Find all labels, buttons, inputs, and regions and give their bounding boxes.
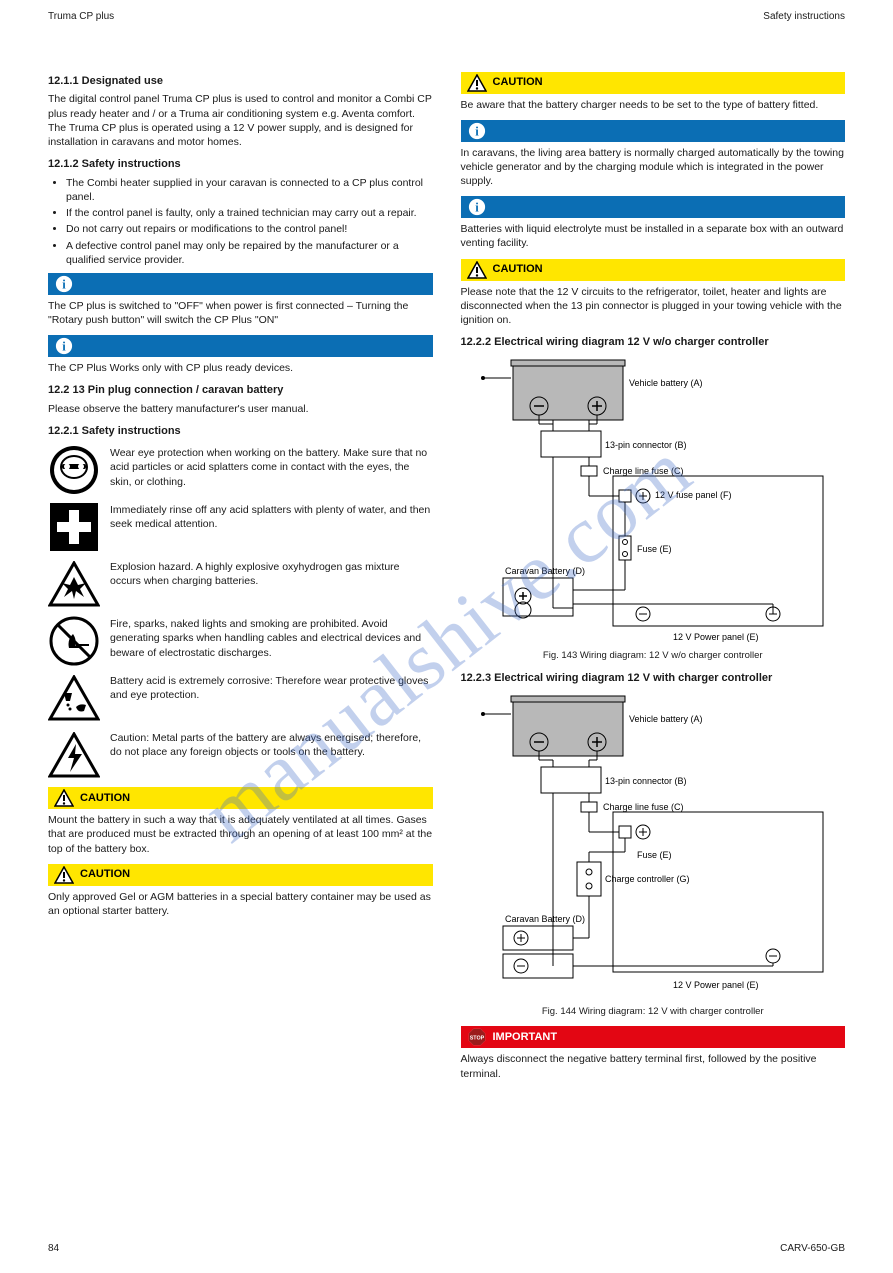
section-title-12-2-3: 12.2.3 Electrical wiring diagram 12 V wi… bbox=[461, 671, 846, 686]
header-right: Safety instructions bbox=[763, 10, 845, 24]
safety-row: Immediately rinse off any acid splatters… bbox=[48, 501, 433, 553]
section-title-12-2: 12.2 13 Pin plug connection / caravan ba… bbox=[48, 383, 433, 398]
safety-row: Fire, sparks, naked lights and smoking a… bbox=[48, 615, 433, 667]
paragraph: Please observe the battery manufacturer'… bbox=[48, 402, 433, 416]
eye-protection-icon bbox=[48, 444, 100, 496]
page-number: 84 bbox=[48, 1242, 59, 1256]
section-title-12-1-2: 12.1.2 Safety instructions bbox=[48, 157, 433, 172]
caution-callout-bar: CAUTION bbox=[461, 259, 846, 281]
svg-text:i: i bbox=[62, 340, 66, 354]
diag-label: 12 V fuse panel (F) bbox=[655, 490, 732, 500]
safety-row: Battery acid is extremely corrosive: The… bbox=[48, 672, 433, 724]
caution-callout-bar: CAUTION bbox=[461, 72, 846, 94]
info-icon: i bbox=[52, 275, 76, 293]
list-item: The Combi heater supplied in your carava… bbox=[66, 176, 433, 204]
doc-code: CARV-650-GB bbox=[780, 1242, 845, 1256]
warning-triangle-icon bbox=[465, 74, 489, 92]
info-icon: i bbox=[465, 198, 489, 216]
no-fire-icon bbox=[48, 615, 100, 667]
info-icon: i bbox=[465, 122, 489, 140]
voltage-icon bbox=[48, 729, 100, 781]
info-callout-bar: i bbox=[461, 120, 846, 142]
list-item: If the control panel is faulty, only a t… bbox=[66, 206, 433, 220]
figure-caption: Fig. 143 Wiring diagram: 12 V w/o charge… bbox=[461, 650, 846, 663]
diag-label: Fuse (E) bbox=[637, 850, 672, 860]
diag-label: Vehicle battery (A) bbox=[629, 714, 703, 724]
important-callout-bar: STOP IMPORTANT bbox=[461, 1026, 846, 1048]
right-column: CAUTION Be aware that the battery charge… bbox=[461, 66, 846, 1089]
caution-body: Mount the battery in such a way that it … bbox=[48, 813, 433, 856]
figure-caption: Fig. 144 Wiring diagram: 12 V with charg… bbox=[461, 1006, 846, 1019]
section-title-12-2-2: 12.2.2 Electrical wiring diagram 12 V w/… bbox=[461, 335, 846, 350]
first-aid-icon bbox=[48, 501, 100, 553]
safety-text: Fire, sparks, naked lights and smoking a… bbox=[110, 615, 433, 660]
info-icon: i bbox=[52, 337, 76, 355]
paragraph: The digital control panel Truma CP plus … bbox=[48, 92, 433, 149]
caution-body: Be aware that the battery charger needs … bbox=[461, 98, 846, 112]
diag-label: 12 V Power panel (E) bbox=[673, 632, 759, 642]
info-callout-body: The CP plus is switched to "OFF" when po… bbox=[48, 299, 433, 327]
safety-text: Wear eye protection when working on the … bbox=[110, 444, 433, 489]
caution-callout-bar: CAUTION bbox=[48, 864, 433, 886]
safety-list: The Combi heater supplied in your carava… bbox=[48, 176, 433, 267]
diag-label: 12 V Power panel (E) bbox=[673, 980, 759, 990]
diag-label: Charge line fuse (C) bbox=[603, 802, 684, 812]
safety-text: Battery acid is extremely corrosive: The… bbox=[110, 672, 433, 702]
info-callout-bar: i bbox=[48, 273, 433, 295]
callout-label: CAUTION bbox=[80, 867, 130, 882]
info-callout-body: The CP Plus Works only with CP plus read… bbox=[48, 361, 433, 375]
callout-label: CAUTION bbox=[493, 262, 543, 277]
safety-row: Explosion hazard. A highly explosive oxy… bbox=[48, 558, 433, 610]
diag-label: Vehicle battery (A) bbox=[629, 378, 703, 388]
list-item: A defective control panel may only be re… bbox=[66, 239, 433, 267]
warning-triangle-icon bbox=[52, 789, 76, 807]
warning-triangle-icon bbox=[465, 261, 489, 279]
safety-text: Immediately rinse off any acid splatters… bbox=[110, 501, 433, 531]
left-column: 12.1.1 Designated use The digital contro… bbox=[48, 66, 433, 1089]
diag-label: Caravan Battery (D) bbox=[505, 566, 585, 576]
diag-label: Caravan Battery (D) bbox=[505, 914, 585, 924]
caution-callout-bar: CAUTION bbox=[48, 787, 433, 809]
stop-icon: STOP bbox=[465, 1028, 489, 1046]
info-callout-bar: i bbox=[461, 196, 846, 218]
section-title-12-1-1: 12.1.1 Designated use bbox=[48, 74, 433, 89]
list-item: Do not carry out repairs or modification… bbox=[66, 222, 433, 236]
corrosive-icon bbox=[48, 672, 100, 724]
safety-row: Caution: Metal parts of the battery are … bbox=[48, 729, 433, 781]
header-left: Truma CP plus bbox=[48, 10, 114, 24]
svg-text:i: i bbox=[475, 124, 479, 138]
wiring-diagram-2: Vehicle battery (A) 13-pin connector (B)… bbox=[473, 692, 833, 1002]
caution-body: Please note that the 12 V circuits to th… bbox=[461, 285, 846, 328]
svg-text:STOP: STOP bbox=[469, 1036, 484, 1042]
diag-label: 13-pin connector (B) bbox=[605, 776, 687, 786]
page-body: 12.1.1 Designated use The digital contro… bbox=[0, 24, 893, 1109]
safety-text: Caution: Metal parts of the battery are … bbox=[110, 729, 433, 759]
page-footer: 84 CARV-650-GB bbox=[0, 1242, 893, 1256]
info-body: Batteries with liquid electrolyte must b… bbox=[461, 222, 846, 250]
warning-triangle-icon bbox=[52, 866, 76, 884]
diag-label: Charge controller (G) bbox=[605, 874, 690, 884]
diag-label: Charge line fuse (C) bbox=[603, 466, 684, 476]
wiring-diagram-1: Vehicle battery (A) 13-pin connector (B)… bbox=[473, 356, 833, 646]
callout-label: IMPORTANT bbox=[493, 1030, 558, 1045]
safety-text: Explosion hazard. A highly explosive oxy… bbox=[110, 558, 433, 588]
info-callout-bar: i bbox=[48, 335, 433, 357]
important-body: Always disconnect the negative battery t… bbox=[461, 1052, 846, 1080]
diag-label: 13-pin connector (B) bbox=[605, 440, 687, 450]
page-header: Truma CP plus Safety instructions bbox=[0, 10, 893, 24]
svg-text:i: i bbox=[62, 277, 66, 291]
caution-body: Only approved Gel or AGM batteries in a … bbox=[48, 890, 433, 918]
callout-label: CAUTION bbox=[80, 791, 130, 806]
section-title-12-2-1: 12.2.1 Safety instructions bbox=[48, 424, 433, 439]
svg-text:i: i bbox=[475, 201, 479, 215]
diag-label: Fuse (E) bbox=[637, 544, 672, 554]
safety-row: Wear eye protection when working on the … bbox=[48, 444, 433, 496]
callout-label: CAUTION bbox=[493, 75, 543, 90]
explosion-icon bbox=[48, 558, 100, 610]
info-body: In caravans, the living area battery is … bbox=[461, 146, 846, 189]
